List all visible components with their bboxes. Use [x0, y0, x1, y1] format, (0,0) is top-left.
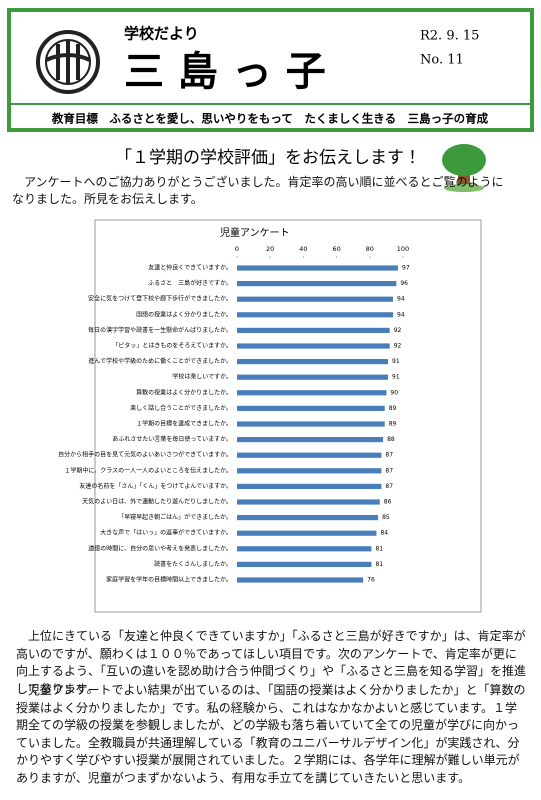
bar	[237, 437, 384, 443]
category-label: 家庭学習を学年の目標時間以上できましたか。	[106, 576, 232, 584]
category-label: 毎日の漢字学習や読書を一生懸命がんばりましたか。	[88, 326, 232, 334]
value-label: 86	[384, 499, 392, 506]
value-label: 97	[402, 265, 410, 272]
bar	[237, 312, 394, 318]
category-label: 読書をたくさんしましたか。	[154, 560, 232, 568]
value-label: 87	[385, 467, 393, 474]
category-label: 学校は楽しいですか。	[172, 373, 232, 381]
header-frame	[7, 8, 534, 132]
value-label: 94	[397, 311, 405, 318]
category-label: 国語の授業はよく分かりましたか。	[136, 310, 232, 318]
tree-illustration	[442, 144, 486, 192]
value-label: 81	[375, 561, 383, 568]
bar	[237, 296, 394, 302]
bar	[237, 452, 382, 458]
value-label: 92	[394, 327, 402, 334]
value-label: 89	[389, 405, 397, 412]
x-tick-label: 40	[299, 245, 307, 253]
x-tick-label: 20	[266, 245, 274, 253]
value-label: 84	[380, 530, 388, 537]
bar	[237, 483, 382, 489]
category-label: 「早寝早起き朝ごはん」ができましたか。	[118, 513, 232, 521]
bar	[237, 561, 372, 567]
chart-title: 児童アンケート	[220, 227, 290, 239]
bar	[237, 468, 382, 474]
header-subtitle: 学校だより	[124, 25, 199, 43]
intro: アンケートへのご協力ありがとうございました。肯定率の高い順に並べるとご覧のように…	[12, 175, 504, 206]
value-label: 87	[385, 483, 393, 490]
x-tick-label: 80	[366, 245, 374, 253]
category-label: 算数の授業はよく分かりましたか。	[136, 388, 232, 396]
value-label: 87	[385, 452, 393, 459]
category-label: ふるさと 三島が好きですか。	[148, 279, 232, 287]
header-date: R2. 9. 15	[420, 29, 479, 44]
category-label: 天気のよい日は、外で運動したり遊んだりしましたか。	[82, 498, 232, 506]
bar	[237, 390, 387, 396]
chart-frame	[94, 219, 482, 613]
category-label: 友達と仲良くできていますか。	[148, 264, 232, 272]
value-label: 96	[400, 280, 408, 287]
value-label: 91	[392, 358, 400, 365]
category-label: 「ピタッ」とはきものをそろえていますか。	[112, 342, 232, 350]
intro-box: アンケートへのご協力ありがとうございました。肯定率の高い順に並べるとご覧のように…	[12, 175, 504, 206]
bar	[237, 327, 390, 333]
value-label: 92	[394, 343, 402, 350]
category-label: 楽しく話し合うことができましたか。	[130, 404, 232, 412]
bar	[237, 499, 380, 505]
category-label: 道徳の時間に、自分の思いや考えを発表しましたか。	[88, 544, 232, 552]
bar	[237, 421, 385, 427]
category-label: 安全に気をつけて登下校や廊下歩行ができましたか。	[88, 295, 232, 303]
category-label: 自分から相手の目を見て元気のよいあいさつができていますか。	[58, 451, 232, 459]
category-label: １学期の目標を達成できましたか。	[136, 420, 232, 428]
value-label: 94	[397, 296, 405, 303]
category-label: あふれさせたい言葉を毎日使っていますか。	[112, 435, 232, 443]
bar	[237, 530, 377, 536]
category-label: 進んで学校や学級のために働くことができましたか。	[88, 357, 232, 365]
category-label: 友達の名前を「さん」「くん」をつけてよんでいますか。	[79, 482, 232, 490]
paragraph: 児童アンケートでよい結果が出ているのは、「国語の授業はよく分かりましたか」と「算…	[16, 683, 526, 785]
bar	[237, 405, 385, 411]
paragraph: 上位にきている「友達と仲良くできていますか」「ふるさと三島が好きですか」は、肯定…	[16, 629, 527, 696]
value-label: 76	[367, 577, 375, 584]
value-label: 88	[387, 436, 395, 443]
x-tick-label: 60	[332, 245, 340, 253]
bar	[237, 546, 372, 552]
bar	[237, 343, 390, 349]
heading: 「１学期の学校評価」をお伝えします！	[115, 148, 421, 168]
header-number: No. 11	[420, 53, 464, 68]
x-tick-label: 100	[397, 245, 409, 253]
bar	[237, 359, 389, 365]
value-label: 89	[389, 421, 397, 428]
bar	[237, 265, 399, 271]
bar	[237, 374, 389, 380]
x-tick-label: 0	[235, 245, 239, 253]
category-label: 大きな声で「はいっ」の返事ができていますか。	[100, 529, 232, 537]
header-title: 三 島 っ 子	[124, 49, 326, 95]
header-motto: 教育目標 ふるさとを愛し、思いやりをもって たくましく生きる 三島っ子の育成	[51, 112, 489, 126]
value-label: 81	[375, 545, 383, 552]
bar	[237, 577, 364, 583]
value-label: 90	[390, 389, 398, 396]
value-label: 91	[392, 374, 400, 381]
value-label: 85	[382, 514, 390, 521]
bar	[237, 515, 379, 521]
category-label: １学期中に、クラスの一人一人のよいところを伝えましたか。	[64, 466, 232, 474]
bar	[237, 281, 397, 287]
school-logo	[36, 30, 100, 94]
